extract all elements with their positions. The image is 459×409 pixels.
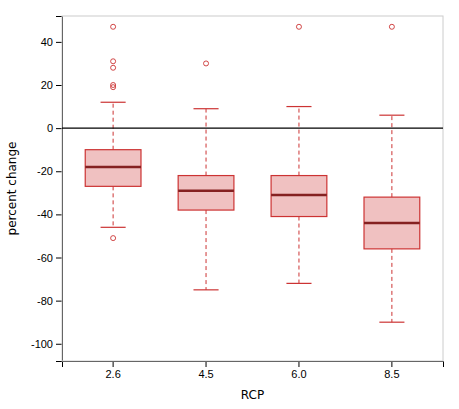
outlier — [204, 61, 209, 66]
y-tick: 0 — [47, 122, 62, 134]
plot-area: -100 -80 -60 -40 -20 0 20 40 2.6 4.5 6.0 8.5 — [31, 16, 444, 380]
outlier — [296, 24, 301, 29]
y-tick-label: -20 — [37, 165, 53, 177]
x-axis: 2.6 4.5 6.0 8.5 — [63, 361, 444, 380]
y-tick-mark — [56, 301, 62, 302]
reference-line — [62, 127, 443, 128]
y-tick-label: -100 — [31, 338, 53, 350]
y-tick-label: -60 — [37, 252, 53, 264]
y-tick: -20 — [37, 165, 62, 177]
box-group — [85, 24, 141, 240]
whisker-low — [391, 249, 392, 322]
whisker-cap-high — [193, 108, 218, 109]
y-tick-mark — [56, 258, 62, 259]
y-tick-label: 40 — [41, 36, 53, 48]
x-tick: 4.5 — [198, 361, 213, 380]
x-tick: 6.0 — [291, 361, 306, 380]
whisker-cap-high — [379, 115, 404, 116]
whisker-cap-low — [193, 289, 218, 290]
marks — [62, 24, 443, 322]
median — [85, 166, 141, 169]
x-tick-label: 2.6 — [105, 368, 120, 380]
y-tick-label: 20 — [41, 79, 53, 91]
x-tick: 2.6 — [105, 361, 120, 380]
x-tick-label: 8.5 — [384, 368, 399, 380]
box-group — [271, 24, 327, 283]
x-tick: 8.5 — [384, 361, 399, 380]
whisker-low — [206, 210, 207, 290]
outlier — [111, 59, 116, 64]
outlier — [389, 24, 394, 29]
y-tick: -40 — [37, 208, 62, 220]
y-tick: 20 — [41, 79, 62, 91]
y-tick-mark — [56, 128, 62, 129]
outlier — [111, 236, 116, 241]
whisker-high — [206, 109, 207, 176]
box — [178, 176, 234, 211]
whisker-cap-low — [101, 227, 126, 228]
x-tick-mark — [206, 361, 207, 367]
box — [364, 197, 420, 249]
median — [271, 194, 327, 197]
x-tick-mark — [113, 361, 114, 367]
x-axis-line — [63, 362, 444, 368]
x-tick-label: 4.5 — [198, 368, 213, 380]
box-group — [364, 24, 420, 322]
x-tick-label: 6.0 — [291, 368, 306, 380]
y-tick: 40 — [41, 36, 62, 48]
whisker-cap-low — [379, 322, 404, 323]
y-tick: -100 — [31, 338, 62, 350]
y-axis-title: percent change — [5, 142, 19, 236]
whisker-cap-low — [286, 283, 311, 284]
y-tick: -60 — [37, 252, 62, 264]
y-tick-mark — [56, 171, 62, 172]
outlier — [111, 24, 116, 29]
whisker-low — [113, 186, 114, 227]
y-tick-mark — [56, 344, 62, 345]
whisker-low — [298, 217, 299, 284]
y-axis: -100 -80 -60 -40 -20 0 20 40 — [31, 17, 63, 362]
outlier — [111, 85, 116, 90]
whisker-cap-high — [101, 102, 126, 103]
whisker-high — [113, 102, 114, 149]
box — [271, 176, 327, 217]
outlier — [111, 65, 116, 70]
median — [178, 189, 234, 192]
box-group — [178, 61, 234, 290]
plot-frame — [62, 16, 443, 361]
median — [364, 222, 420, 225]
x-tick-mark — [298, 361, 299, 367]
y-tick: -80 — [37, 295, 62, 307]
y-tick-label: -40 — [37, 208, 53, 220]
y-tick-label: 0 — [47, 122, 53, 134]
whisker-cap-high — [286, 106, 311, 107]
whisker-high — [298, 107, 299, 176]
box — [85, 150, 141, 187]
y-tick-mark — [56, 85, 62, 86]
x-tick-mark — [391, 361, 392, 367]
y-tick-label: -80 — [37, 295, 53, 307]
chart: -100 -80 -60 -40 -20 0 20 40 2.6 4.5 6.0 8.5 RCP perc… — [0, 0, 459, 409]
y-tick-mark — [56, 214, 62, 215]
x-axis-title: RCP — [241, 388, 264, 402]
y-tick-mark — [56, 42, 62, 43]
